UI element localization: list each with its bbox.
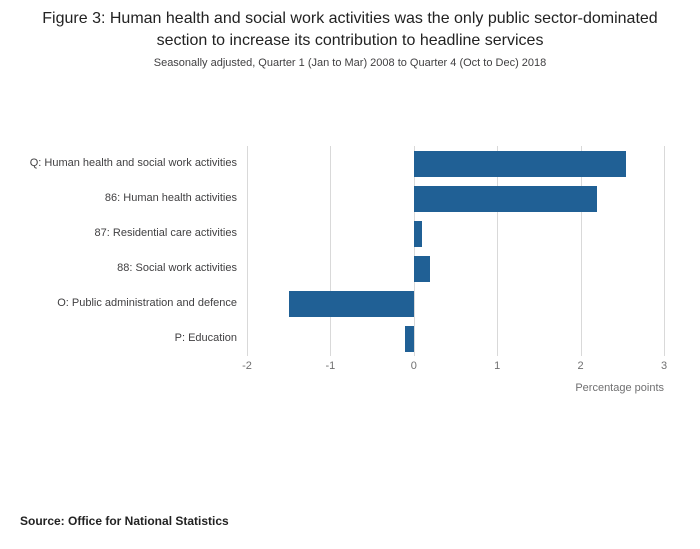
x-axis-title: Percentage points (575, 382, 664, 394)
gridline (247, 146, 248, 356)
y-axis-label: P: Education (174, 332, 237, 344)
bar (413, 220, 423, 247)
y-axis-label: Q: Human health and social work activiti… (29, 157, 237, 169)
chart-title: Figure 3: Human health and social work a… (42, 10, 658, 49)
y-axis-label: O: Public administration and defence (57, 297, 237, 309)
gridline (497, 146, 499, 356)
x-tick-label: -2 (242, 360, 252, 372)
bar (288, 290, 414, 317)
source-text: Source: Office for National Statistics (20, 514, 229, 528)
gridline (330, 146, 332, 356)
y-axis-label: 87: Residential care activities (94, 227, 237, 239)
x-tick-label: 3 (660, 360, 668, 372)
x-axis-ticks: -2 -1 0 1 2 3 (242, 360, 668, 374)
bar (405, 325, 414, 352)
bar (413, 185, 598, 212)
bar (413, 255, 431, 282)
gridline (664, 146, 665, 356)
x-tick-label: 1 (494, 360, 501, 372)
x-tick-label: -1 (325, 360, 336, 372)
plot-area (247, 146, 665, 356)
gridline (413, 146, 415, 356)
y-axis-label: 88: Social work activities (117, 262, 237, 274)
x-tick-label: 2 (577, 360, 584, 372)
chart-subtitle: Seasonally adjusted, Quarter 1 (Jan to M… (153, 57, 547, 69)
gridline (580, 146, 582, 356)
x-tick-label: 0 (410, 360, 417, 372)
y-axis-labels: Q: Human health and social work activiti… (0, 146, 237, 356)
y-axis-label: 86: Human health activities (104, 192, 237, 204)
bar (413, 150, 627, 177)
